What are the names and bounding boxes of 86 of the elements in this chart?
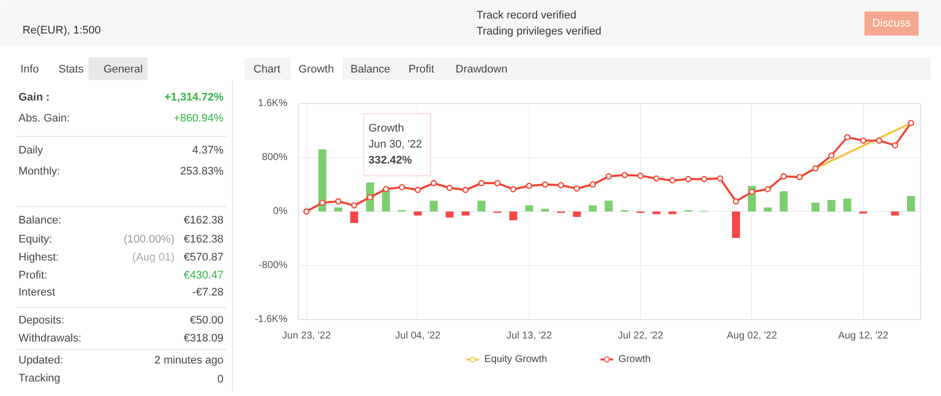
- bar: [604, 200, 613, 212]
- annotation: 332.42%: [368, 154, 412, 166]
- text: Equity:: [18, 234, 52, 246]
- bar: [652, 212, 660, 214]
- text: Gain :: [18, 92, 50, 104]
- bar: [732, 212, 740, 238]
- text: €570.87: [184, 252, 224, 264]
- text: €318.09: [184, 332, 224, 344]
- annotation: Growth: [368, 122, 404, 134]
- text: €162.38: [184, 234, 224, 246]
- text: Highest:: [18, 252, 59, 264]
- bar: [446, 212, 454, 218]
- y-tick-label: 800%: [262, 152, 288, 163]
- text: €50.00: [190, 314, 224, 326]
- text: 0: [217, 374, 224, 386]
- bar: [509, 212, 518, 220]
- text: Chart: [254, 64, 280, 76]
- bar: [764, 207, 772, 212]
- text: Trading privileges verified: [476, 26, 602, 38]
- text: 2 minutes ago: [154, 354, 224, 366]
- bar: [668, 212, 676, 214]
- text: (100.00%): [124, 234, 175, 246]
- text: Updated:: [18, 354, 64, 366]
- y-tick-label: 0%: [273, 206, 288, 217]
- annotation: Jun 30, '22: [368, 138, 422, 150]
- x-tick-label: Aug 12, '22: [838, 330, 889, 342]
- text: Abs. Gain:: [18, 112, 70, 124]
- bar: [843, 198, 852, 212]
- text: Monthly:: [18, 166, 60, 178]
- text: Track record verified: [476, 10, 576, 22]
- text: Profit:: [18, 270, 48, 282]
- text: Profit: [408, 64, 434, 76]
- bar: [891, 212, 900, 216]
- text: Daily: [18, 144, 44, 156]
- bar: [334, 207, 342, 212]
- text: -€7.28: [192, 286, 224, 298]
- bar: [414, 212, 422, 216]
- text: +1,314.72%: [164, 92, 224, 104]
- bar: [462, 212, 470, 216]
- point: [844, 134, 850, 140]
- bar: [382, 189, 390, 212]
- x-tick-label: Aug 02, '22: [726, 330, 778, 342]
- point: [860, 138, 866, 144]
- point: [876, 138, 882, 144]
- x-tick-label: Jul 22, '22: [618, 330, 664, 342]
- bar: [572, 212, 581, 217]
- text: General: [104, 64, 143, 76]
- y-tick-label: 1.6K%: [258, 98, 288, 109]
- text: Discuss: [872, 18, 912, 30]
- bar: [588, 205, 597, 212]
- text: Withdrawals:: [18, 332, 82, 344]
- text: Balance:: [18, 214, 62, 226]
- text: Info: [20, 64, 39, 76]
- text: Tracking: [18, 372, 60, 384]
- x-tick-label: Jul 13, '22: [506, 330, 552, 342]
- text: +860.94%: [174, 112, 224, 124]
- text: Interest: [18, 286, 56, 298]
- legend-label: Equity Growth: [484, 354, 548, 365]
- bar: [812, 202, 820, 212]
- text: (Aug 01): [132, 252, 175, 264]
- text: Growth: [298, 64, 334, 76]
- point: [828, 152, 835, 159]
- x-tick-label: Jul 04, '22: [395, 330, 441, 342]
- text: €162.38: [184, 214, 224, 226]
- text: Balance: [350, 64, 390, 76]
- text: 253.83%: [180, 166, 224, 178]
- legend-label: Growth: [618, 354, 651, 365]
- y-tick-label: -800%: [258, 260, 288, 271]
- bar: [780, 191, 788, 212]
- bar: [525, 205, 534, 212]
- text: Drawdown: [456, 64, 508, 76]
- point: [892, 142, 898, 148]
- bar: [318, 149, 326, 212]
- text: €430.47: [184, 270, 224, 282]
- y-tick-label: -1.6K%: [254, 314, 288, 325]
- x-tick-label: Jun 23, '22: [282, 330, 332, 342]
- text: Stats: [58, 64, 84, 76]
- bar: [541, 208, 550, 212]
- bar: [827, 200, 836, 212]
- bar: [350, 212, 358, 223]
- text: 4.37%: [192, 144, 224, 156]
- bar: [477, 200, 486, 212]
- text: Re(EUR), 1:500: [22, 24, 101, 36]
- bar: [906, 196, 915, 212]
- text: Deposits:: [18, 314, 64, 326]
- bar: [430, 200, 438, 212]
